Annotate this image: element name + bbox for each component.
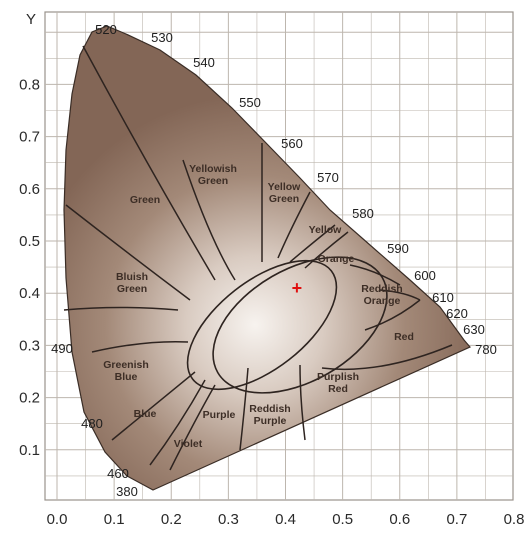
region-boundaries (63, 45, 453, 471)
spectral-locus (63, 25, 471, 491)
x-tick-label: 0.8 (504, 511, 525, 528)
y-tick-label: 0.7 (19, 129, 40, 146)
y-axis-label: Y (26, 11, 36, 28)
wavelength-label: 580 (352, 206, 374, 221)
x-tick-label: 0.4 (275, 511, 296, 528)
x-tick-label: 0.0 (47, 511, 68, 528)
y-tick-label: 0.3 (19, 337, 40, 354)
wavelength-label: 540 (193, 55, 215, 70)
region-label: Yellowish Green (189, 163, 237, 187)
y-tick-label: 0.8 (19, 76, 40, 93)
wavelength-label: 530 (151, 30, 173, 45)
wavelength-label: 570 (317, 170, 339, 185)
white-point-marker: + (292, 278, 303, 298)
wavelength-label: 620 (446, 306, 468, 321)
x-tick-labels: 0.0 0.1 0.2 0.3 0.4 0.5 0.6 0.7 0.8 (47, 511, 525, 528)
region-label: Yellow (309, 224, 343, 236)
y-tick-label: 0.2 (19, 390, 40, 407)
wavelength-label: 550 (239, 95, 261, 110)
region-labels: Green Yellowish Green Yellow Green Yellow Oran… (103, 163, 414, 450)
x-tick-label: 0.5 (332, 511, 353, 528)
x-tick-label: 0.6 (389, 511, 410, 528)
wavelength-label: 590 (387, 241, 409, 256)
x-tick-label: 0.7 (446, 511, 467, 528)
wavelength-label: 560 (281, 136, 303, 151)
region-label: Blue (134, 408, 157, 420)
y-tick-label: 0.1 (19, 442, 40, 459)
wavelength-label: 480 (81, 416, 103, 431)
y-tick-label: 0.6 (19, 181, 40, 198)
wavelength-labels: 380 460 480 490 520 530 540 550 560 570 580 590 600 6… (51, 22, 497, 499)
y-tick-labels: 0.1 0.2 0.3 0.4 0.5 0.6 0.7 0.8 (19, 76, 40, 458)
region-label: Red (394, 331, 414, 343)
wavelength-label: 460 (107, 466, 129, 481)
region-label: Reddish Purple (249, 403, 290, 427)
wavelength-label: 490 (51, 341, 73, 356)
y-tick-label: 0.4 (19, 285, 40, 302)
wavelength-label: 380 (116, 484, 138, 499)
region-label: Green (130, 194, 160, 206)
wavelength-label: 600 (414, 268, 436, 283)
white-region (186, 256, 388, 394)
wavelength-label: 520 (95, 22, 117, 37)
wavelength-label: 630 (463, 322, 485, 337)
region-label: Bluish Green (116, 271, 148, 295)
y-tick-label: 0.5 (19, 233, 40, 250)
wavelength-label: 780 (475, 342, 497, 357)
region-label: Reddish Orange (361, 283, 402, 307)
region-label: Violet (174, 438, 203, 450)
region-label: Greenish Blue (103, 359, 149, 383)
wavelength-label: 610 (432, 290, 454, 305)
region-label: Yellow Green (268, 181, 302, 205)
region-label: Orange (318, 253, 355, 265)
x-tick-label: 0.2 (161, 511, 182, 528)
x-tick-label: 0.1 (104, 511, 125, 528)
x-tick-label: 0.3 (218, 511, 239, 528)
region-label: Purplish Red (317, 371, 359, 395)
region-label: Purple (203, 409, 236, 421)
